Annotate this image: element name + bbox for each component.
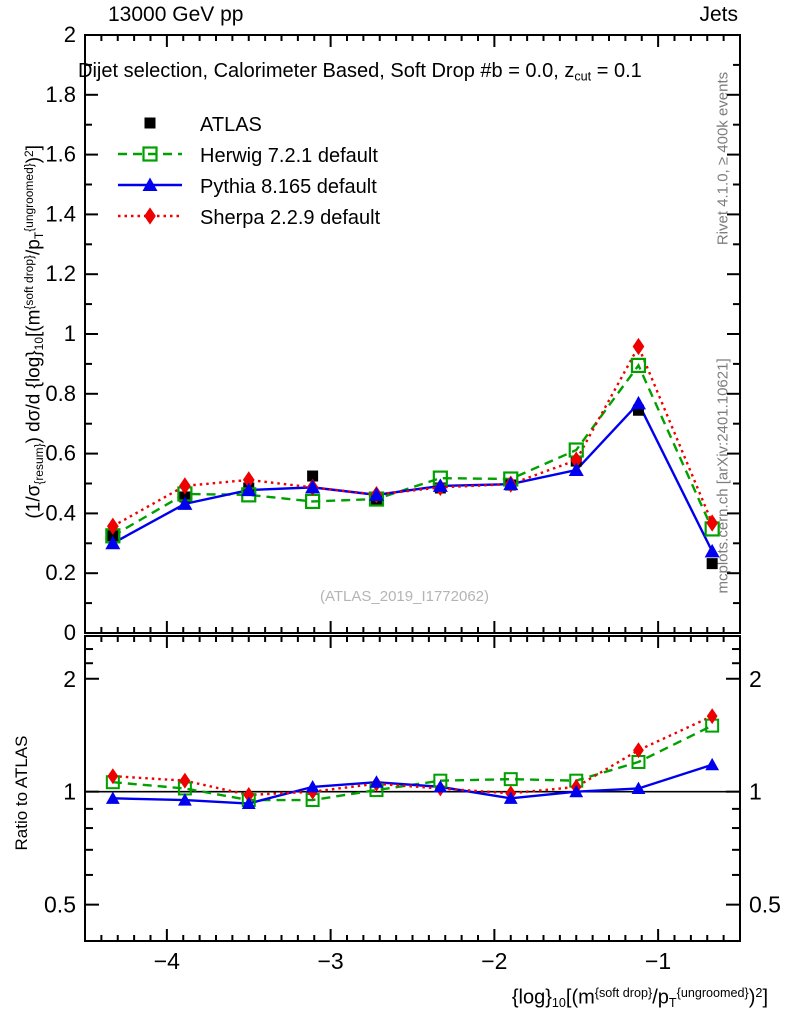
- legend-label-3: Sherpa 2.2.9 default: [200, 207, 381, 229]
- marker-triangle-filled: [177, 793, 192, 806]
- svg-text:−1: −1: [645, 948, 671, 974]
- marker-triangle-filled: [432, 478, 448, 492]
- svg-text:0.5: 0.5: [44, 892, 76, 918]
- svg-text:1.6: 1.6: [45, 142, 76, 167]
- marker-triangle-filled: [369, 775, 384, 788]
- svg-text:1: 1: [64, 321, 76, 346]
- legend-entry-1: Herwig 7.2.1 default: [118, 145, 378, 167]
- marker-square-filled: [632, 404, 644, 416]
- svg-text:0: 0: [64, 620, 76, 645]
- legend-label-1: Herwig 7.2.1 default: [200, 145, 378, 167]
- marker-square-open: [142, 146, 158, 162]
- marker-triangle-filled: [105, 535, 121, 550]
- svg-text:0.5: 0.5: [749, 892, 781, 918]
- legend-entry-0: ATLAS: [144, 114, 262, 136]
- series-markers-0: [107, 404, 718, 570]
- series-line-3: [112, 343, 714, 528]
- ratio-line-1: [112, 763, 713, 805]
- svg-text:1.2: 1.2: [45, 261, 76, 286]
- svg-text:−2: −2: [481, 948, 507, 974]
- header-analysis-category: Jets: [699, 3, 738, 26]
- series-line-2: [112, 401, 714, 552]
- svg-text:−4: −4: [154, 948, 180, 974]
- marker-diamond-filled: [706, 514, 719, 532]
- x-axis-label: {log}10[(m{soft drop}/pT{ungroomed})2]: [511, 986, 768, 1011]
- svg-text:1.8: 1.8: [45, 82, 76, 107]
- legend-entry-3: Sherpa 2.2.9 default: [118, 207, 381, 229]
- marker-diamond-filled: [633, 742, 644, 759]
- marker-square-open: [503, 772, 518, 787]
- marker-triangle-filled: [433, 779, 448, 793]
- ratio-line-0: [112, 724, 713, 802]
- marker-square-filled: [144, 117, 156, 129]
- legend-label-0: ATLAS: [200, 114, 262, 136]
- marker-triangle-filled: [704, 543, 720, 558]
- axes-layer: 0 0.2 0.4 0.6 0.8 1 1.2 1.4 1.6 1.8 2 0.5 0.5 1 1 2 2 −4 −…: [44, 22, 781, 974]
- marker-triangle-filled: [569, 784, 584, 798]
- marker-triangle-filled: [368, 487, 384, 501]
- ratio-plot-series-layer: [105, 708, 720, 810]
- plot-title: Dijet selection, Calorimeter Based, Soft…: [78, 60, 642, 84]
- marker-diamond-filled: [706, 708, 718, 725]
- legend-layer: ATLAS Herwig 7.2.1 default Pythia 8.165 de…: [118, 114, 381, 229]
- marker-triangle-filled: [305, 479, 321, 494]
- marker-diamond-filled: [570, 451, 583, 469]
- marker-triangle-filled: [241, 796, 256, 810]
- legend-label-2: Pythia 8.165 default: [200, 176, 377, 198]
- series-line-1: [112, 363, 714, 537]
- marker-square-filled: [706, 558, 718, 570]
- marker-square-filled: [307, 470, 319, 482]
- ratio-line-2: [112, 715, 713, 797]
- marker-triangle-filled: [177, 496, 193, 510]
- series-markers-1: [105, 357, 720, 544]
- marker-diamond-filled: [179, 477, 191, 495]
- marker-triangle-filled: [305, 779, 320, 793]
- marker-diamond-filled: [243, 787, 255, 803]
- main-plot-series-layer: [105, 337, 720, 570]
- header-collision-energy: 13000 GeV pp: [108, 3, 244, 26]
- ratio-markers-0: [105, 718, 720, 808]
- svg-text:2: 2: [64, 22, 76, 47]
- svg-text:1.4: 1.4: [45, 201, 76, 226]
- marker-triangle-filled: [503, 791, 518, 804]
- series-markers-2: [105, 395, 720, 558]
- marker-triangle-filled: [241, 482, 257, 497]
- svg-text:2: 2: [749, 666, 762, 692]
- svg-text:−3: −3: [318, 948, 344, 974]
- marker-triangle-filled: [503, 476, 519, 491]
- svg-text:0.8: 0.8: [45, 381, 76, 406]
- svg-text:0.6: 0.6: [45, 441, 76, 466]
- svg-text:1: 1: [63, 779, 76, 805]
- marker-diamond-filled: [107, 768, 119, 785]
- marker-square-open: [630, 357, 647, 373]
- marker-triangle-filled: [631, 781, 646, 794]
- marker-diamond-filled: [144, 207, 156, 225]
- marker-diamond-filled: [632, 337, 645, 356]
- marker-triangle-filled: [105, 791, 120, 804]
- marker-triangle-filled: [568, 462, 584, 477]
- ratio-markers-1: [105, 757, 720, 810]
- marker-diamond-filled: [242, 471, 255, 489]
- marker-triangle-filled: [142, 177, 158, 191]
- svg-text:0.4: 0.4: [45, 500, 76, 525]
- marker-triangle-filled: [705, 757, 720, 771]
- marker-diamond-filled: [106, 517, 119, 535]
- analysis-id-watermark: (ATLAS_2019_I1772062): [320, 588, 490, 605]
- svg-text:0.2: 0.2: [45, 560, 76, 585]
- legend-entry-2: Pythia 8.165 default: [118, 176, 377, 198]
- svg-text:2: 2: [63, 666, 76, 692]
- svg-text:1: 1: [749, 779, 762, 805]
- marker-diamond-filled: [179, 772, 191, 789]
- marker-triangle-filled: [630, 395, 646, 410]
